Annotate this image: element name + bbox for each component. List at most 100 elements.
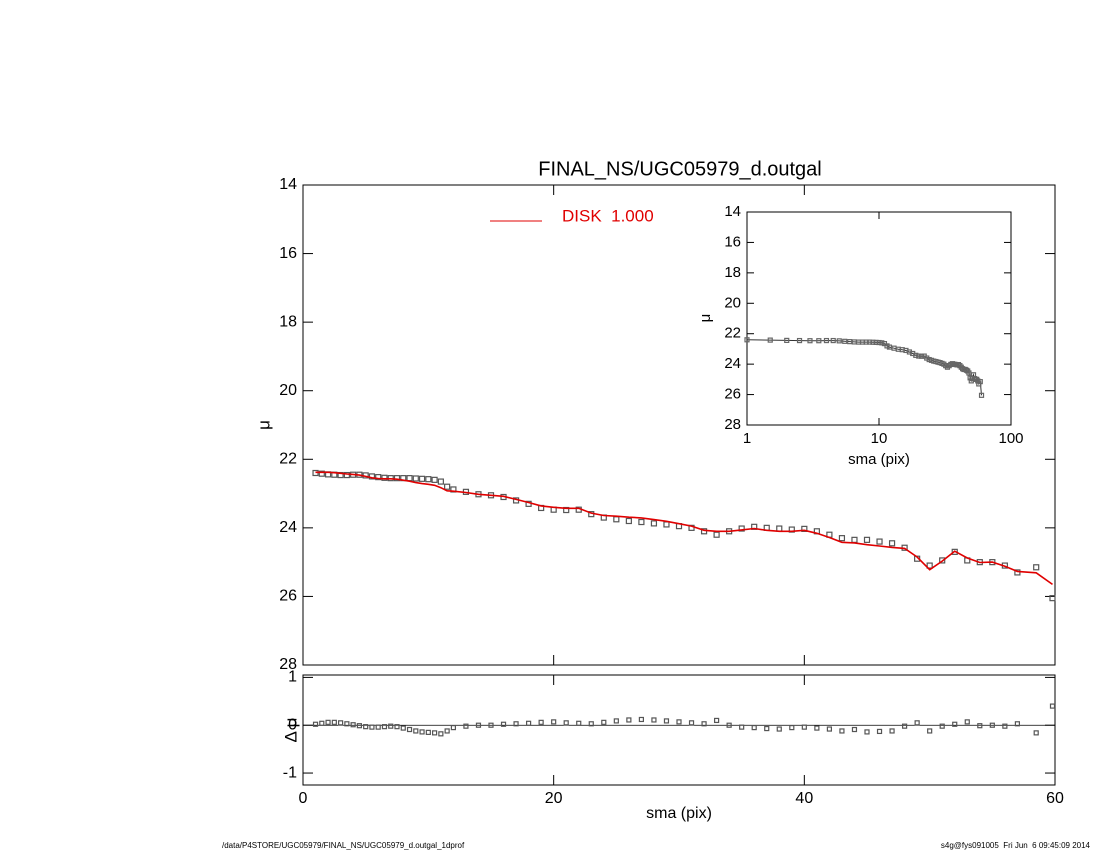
y-tick-label: 28 <box>724 416 741 433</box>
data-point <box>830 337 836 344</box>
residual-y-label: Δ μ <box>281 718 300 743</box>
inset-x-label: sma (pix) <box>848 451 910 468</box>
data-point <box>325 719 331 725</box>
data-point <box>978 392 985 398</box>
data-point <box>889 728 895 734</box>
data-point <box>444 483 451 490</box>
data-point <box>651 717 657 723</box>
data-point <box>344 721 350 727</box>
y-tick-label: 14 <box>724 203 741 220</box>
y-tick-label: 22 <box>724 325 741 342</box>
data-point <box>375 474 382 481</box>
data-point <box>801 724 807 730</box>
data-point <box>764 725 770 732</box>
data-point <box>625 517 632 525</box>
plot-frame <box>302 184 1056 666</box>
data-point <box>350 722 356 728</box>
footer-right: s4g@fys091005 Fri Jun 6 09:45:09 2014 <box>941 841 1091 850</box>
y-tick-label: 20 <box>724 294 741 311</box>
data-point <box>879 340 885 346</box>
data-point <box>713 717 720 724</box>
y-tick-label: 26 <box>724 386 741 403</box>
footer-left: /data/P4STORE/UGC05979/FINAL_NS/UGC05979… <box>222 841 465 850</box>
data-point <box>638 518 645 526</box>
data-point <box>538 719 544 725</box>
data-point <box>551 719 557 725</box>
y-tick-label: 24 <box>279 519 297 536</box>
x-tick-label: 20 <box>545 790 563 807</box>
data-point <box>842 338 848 344</box>
data-point <box>713 531 720 538</box>
data-point <box>864 729 870 735</box>
inset-y-label: μ <box>697 314 714 323</box>
data-point <box>836 338 842 344</box>
data-point <box>413 728 419 734</box>
data-point <box>1014 721 1021 727</box>
data-point <box>826 726 833 732</box>
data-point <box>876 538 883 545</box>
data-point <box>500 721 507 727</box>
data-point <box>977 723 983 729</box>
data-point <box>444 728 450 734</box>
data-point <box>888 540 896 547</box>
data-point <box>838 535 846 542</box>
data-point <box>870 339 876 345</box>
data-point <box>418 475 426 482</box>
data-point <box>381 474 388 481</box>
data-point <box>412 475 419 482</box>
data-point <box>463 723 469 729</box>
data-point <box>744 337 750 343</box>
data-point <box>394 724 400 730</box>
data-point <box>916 353 922 359</box>
data-point <box>776 726 782 732</box>
y-tick-label: 18 <box>724 264 741 281</box>
data-point <box>784 337 790 344</box>
data-point <box>952 721 958 727</box>
y-tick-label: 14 <box>279 176 297 193</box>
data-point <box>400 725 406 731</box>
data-point <box>388 723 394 729</box>
data-point <box>814 725 820 731</box>
x-tick-label: 100 <box>998 430 1023 447</box>
data-point <box>927 728 933 734</box>
data-point <box>767 337 773 343</box>
data-point <box>807 338 813 344</box>
data-point <box>1002 723 1008 729</box>
data-point <box>839 728 845 734</box>
data-point <box>1049 595 1056 602</box>
data-point <box>964 719 970 725</box>
y-tick-label: 16 <box>279 245 297 262</box>
data-point <box>823 337 830 344</box>
data-point <box>375 724 381 730</box>
data-point <box>638 716 645 723</box>
data-point <box>914 720 920 726</box>
data-point <box>331 719 337 725</box>
data-point <box>876 339 882 346</box>
data-point <box>863 536 871 543</box>
data-point <box>513 721 519 727</box>
data-point <box>1049 703 1056 709</box>
data-point <box>488 722 494 728</box>
data-point <box>676 719 682 725</box>
data-point <box>796 337 803 344</box>
y-tick-label: 28 <box>279 656 297 673</box>
data-point <box>688 720 695 726</box>
x-tick-label: 0 <box>299 790 308 807</box>
data-point <box>751 523 758 530</box>
data-point <box>525 720 532 726</box>
model-line <box>315 471 1053 586</box>
data-point <box>369 724 375 730</box>
data-point <box>876 728 883 735</box>
x-tick-label: 10 <box>871 430 888 447</box>
data-point <box>801 525 808 532</box>
data-point <box>1033 564 1040 571</box>
data-point <box>432 730 438 736</box>
x-tick-label: 1 <box>743 430 751 447</box>
data-point <box>475 722 482 728</box>
data-point <box>789 725 795 731</box>
y-tick-label: 16 <box>724 233 741 250</box>
y-tick-label: 24 <box>724 355 741 372</box>
data-point <box>393 475 401 482</box>
data-point <box>601 719 607 725</box>
y-tick-label: 20 <box>279 382 297 399</box>
